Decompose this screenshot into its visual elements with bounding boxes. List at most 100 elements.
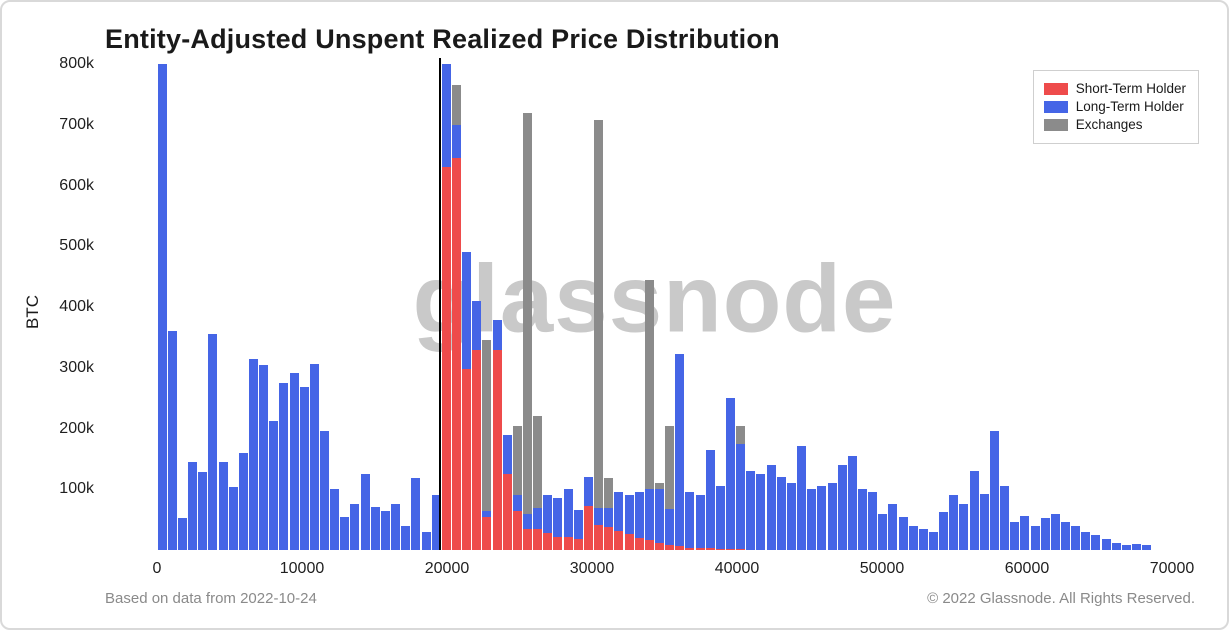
histogram-bar — [746, 471, 756, 550]
bar-segment — [492, 320, 502, 350]
bar-segment — [715, 486, 725, 549]
bar-segment — [634, 537, 644, 550]
y-tick-label: 200k — [59, 419, 94, 437]
x-tick-label: 0 — [152, 560, 162, 577]
bar-segment — [208, 334, 218, 550]
bar-segment — [259, 364, 269, 550]
legend-item-exchanges[interactable]: Exchanges — [1043, 117, 1186, 132]
bar-segment — [949, 495, 959, 550]
data-date-note: Based on data from 2022-10-24 — [105, 590, 317, 607]
histogram-bar — [756, 474, 766, 550]
legend-item-short-term-holder[interactable]: Short-Term Holder — [1043, 81, 1186, 96]
histogram-bar — [654, 483, 664, 550]
bar-segment — [1121, 545, 1131, 550]
bar-segment — [553, 536, 563, 550]
histogram-bar — [421, 531, 431, 550]
bar-segment — [472, 349, 482, 550]
histogram-bar — [289, 372, 299, 550]
bar-segment — [654, 489, 664, 543]
bar-segment — [837, 464, 847, 550]
bar-segment — [502, 434, 512, 475]
histogram-bar — [380, 511, 390, 550]
bar-segment — [726, 548, 735, 550]
histogram-bar — [898, 516, 908, 550]
x-tick-label: 50000 — [859, 560, 905, 577]
bar-segment — [523, 112, 532, 514]
histogram-bar — [837, 464, 847, 550]
histogram-bar — [614, 492, 624, 550]
bar-segment — [441, 167, 451, 550]
histogram-bar — [1081, 531, 1091, 550]
bar-segment — [533, 528, 543, 550]
histogram-bar — [959, 503, 969, 550]
bar-segment — [786, 483, 796, 550]
histogram-bar — [583, 477, 593, 550]
bar-segment — [1091, 535, 1101, 550]
histogram-bar — [989, 430, 999, 550]
bar-segment — [614, 492, 624, 531]
chart-legend: Short-Term Holder Long-Term Holder Exchang… — [1032, 70, 1199, 144]
histogram-bar — [786, 483, 796, 550]
histogram-bar — [177, 518, 187, 550]
bar-segment — [776, 477, 786, 550]
bar-segment — [583, 506, 593, 550]
bar-segment — [695, 548, 705, 550]
histogram-bar — [594, 119, 603, 550]
bar-segment — [969, 471, 979, 550]
bar-segment — [817, 486, 827, 550]
bar-segment — [482, 340, 492, 511]
histogram-bar — [259, 364, 269, 550]
histogram-bar — [817, 486, 827, 550]
bar-segment — [604, 526, 614, 550]
x-tick-label: 10000 — [279, 560, 325, 577]
bar-segment — [1101, 539, 1111, 550]
x-tick-label: 20000 — [424, 560, 470, 577]
histogram-bar — [441, 64, 451, 550]
bar-segment — [228, 487, 238, 550]
bar-segment — [878, 513, 888, 550]
bar-segment — [157, 64, 167, 550]
legend-item-long-term-holder[interactable]: Long-Term Holder — [1043, 99, 1186, 114]
histogram-bar — [157, 64, 167, 550]
y-tick-label: 600k — [59, 176, 94, 194]
histogram-bar — [1121, 545, 1131, 550]
histogram-bar — [269, 421, 279, 550]
bar-segment — [401, 525, 411, 550]
bar-segment — [320, 430, 329, 550]
bar-segment — [1060, 522, 1070, 550]
histogram-bar — [929, 531, 938, 550]
histogram-bar — [949, 495, 959, 550]
bar-segment — [573, 539, 583, 550]
bar-segment — [462, 369, 472, 550]
bar-segment — [553, 498, 563, 537]
bar-segment — [1081, 531, 1091, 550]
histogram-bar — [198, 472, 208, 550]
histogram-bar — [644, 279, 654, 550]
current-price-line — [438, 58, 441, 550]
y-tick-label: 400k — [59, 298, 94, 316]
bar-segment — [451, 85, 461, 125]
bar-segment — [685, 492, 695, 548]
x-tick-label: 70000 — [1149, 560, 1195, 577]
bar-segment — [350, 504, 360, 550]
bar-segment — [665, 508, 675, 546]
histogram-bar — [604, 478, 614, 550]
histogram-bar — [857, 489, 867, 550]
bar-segment — [523, 513, 532, 529]
bar-segment — [1020, 516, 1030, 550]
histogram-bar — [238, 452, 248, 550]
bar-segment — [167, 331, 177, 550]
histogram-bar — [868, 492, 878, 550]
legend-label: Short-Term Holder — [1075, 81, 1186, 96]
bar-segment — [441, 64, 451, 168]
legend-swatch-icon — [1043, 118, 1068, 131]
bar-segment — [543, 533, 553, 550]
bar-segment — [594, 119, 603, 508]
histogram-bar — [807, 489, 817, 550]
histogram-bar — [370, 507, 380, 550]
x-tick-label: 60000 — [1004, 560, 1050, 577]
histogram-bar — [797, 445, 806, 550]
bar-segment — [857, 489, 867, 550]
bar-segment — [248, 358, 258, 550]
